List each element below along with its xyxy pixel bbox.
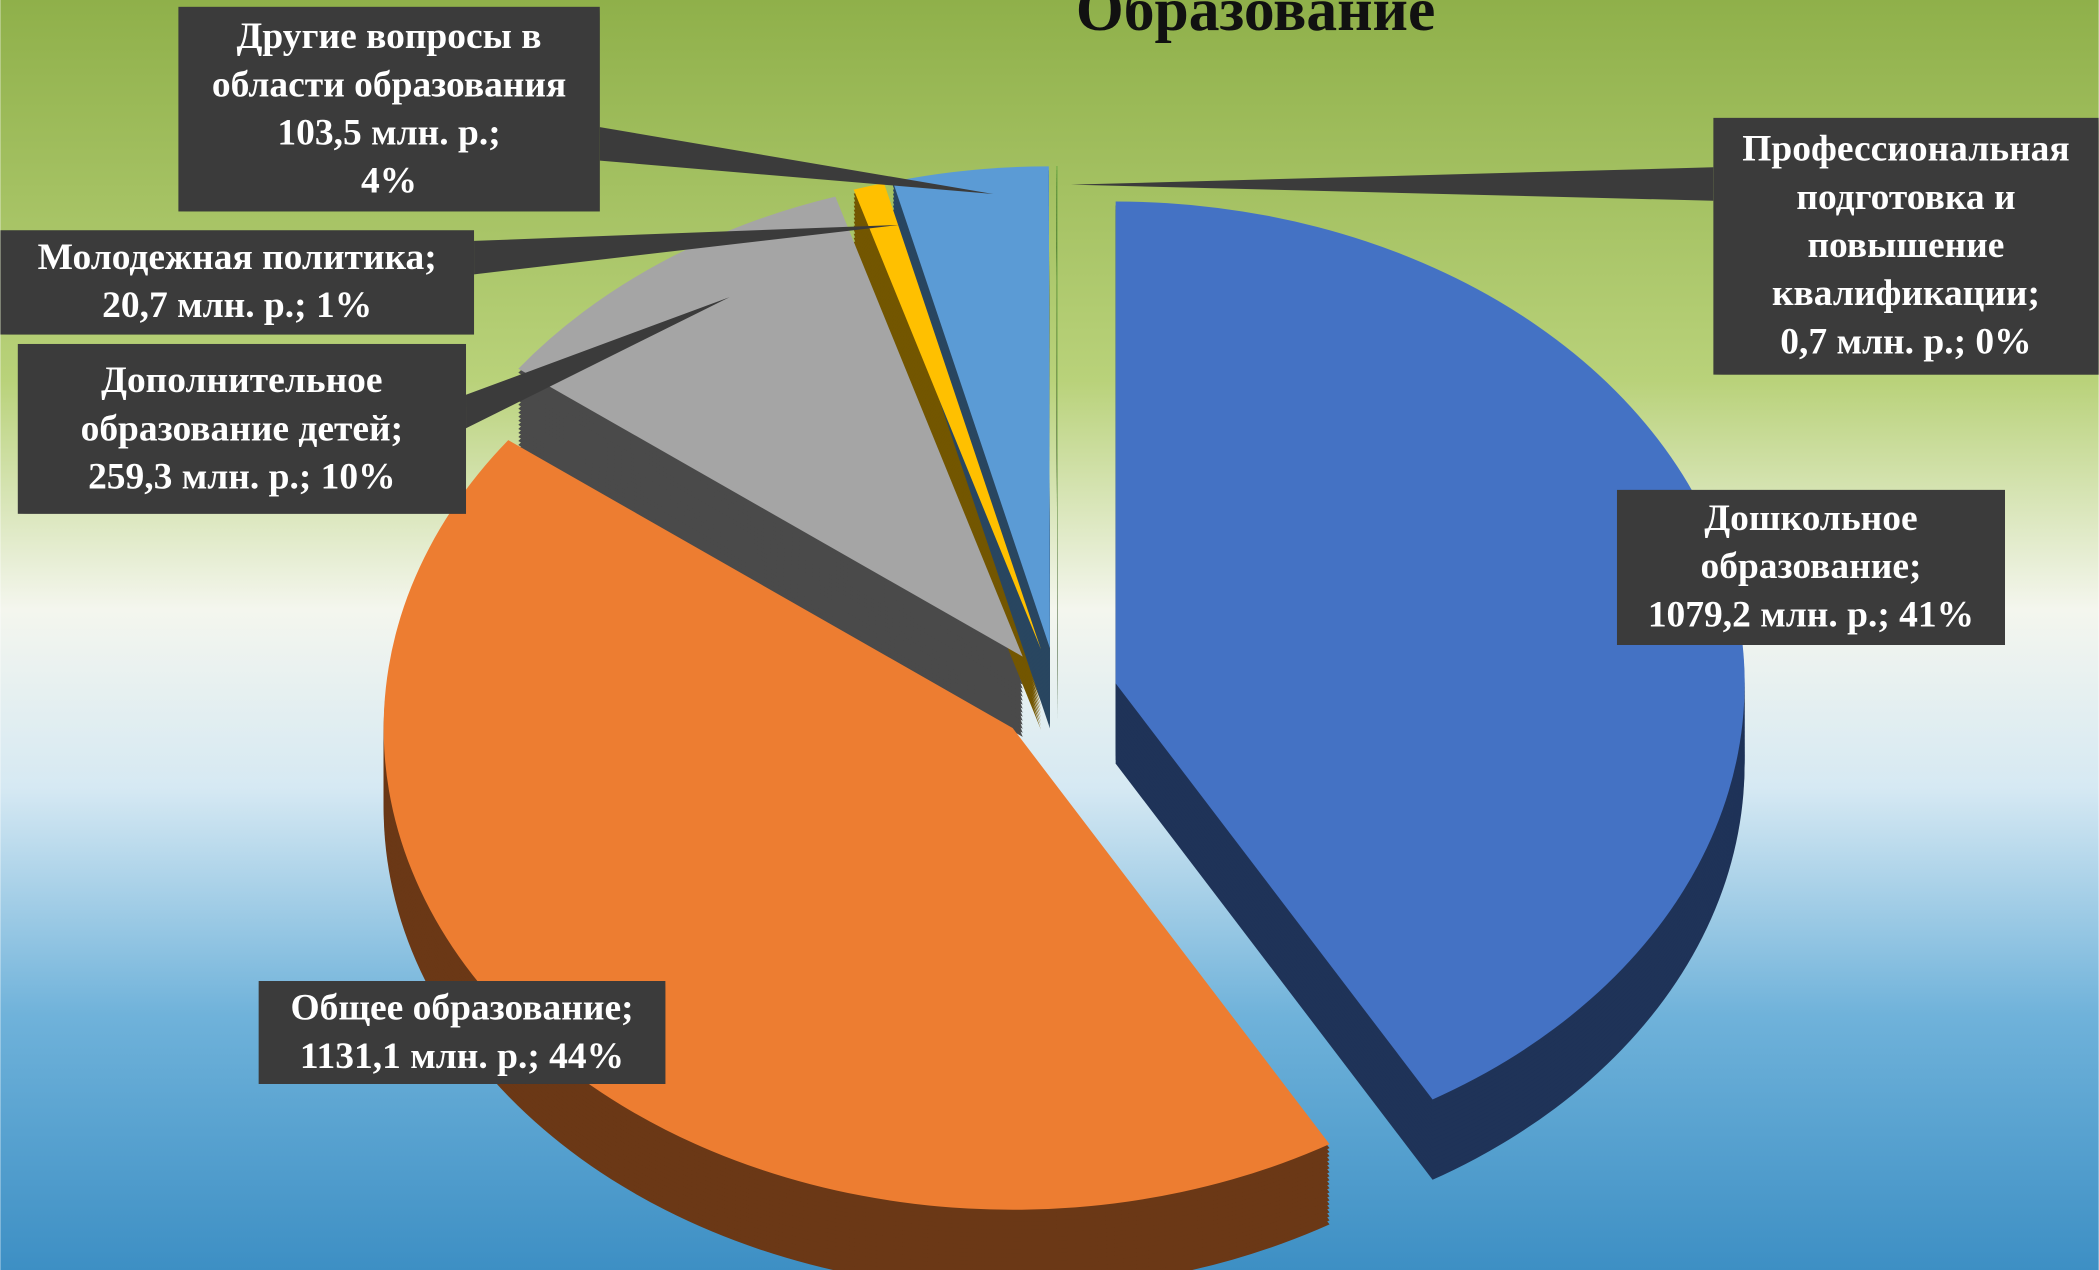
pie [383,165,1745,1270]
data-labels: Дошкольное образование; 1079,2 млн. р.; … [0,6,2099,1084]
data-label-box: Другие вопросы в области образования 103… [178,6,600,212]
data-label: Дополнительное образование детей; 259,3 … [17,343,467,514]
data-label: Дошкольное образование; 1079,2 млн. р.; … [1616,489,2006,646]
data-label-box: Общее образование; 1131,1 млн. р.; 44% [258,980,666,1084]
data-label-box: Профессиональная подготовка и повышение … [1713,117,2099,375]
leader [474,224,900,275]
data-label: Другие вопросы в области образования 103… [178,6,600,212]
leader [466,297,730,429]
leader-lines [466,127,1714,429]
data-label: Профессиональная подготовка и повышение … [1713,117,2099,375]
data-label-box: Дошкольное образование; 1079,2 млн. р.; … [1616,489,2006,646]
slice [518,196,1023,657]
data-label: Общее образование; 1131,1 млн. р.; 44% [258,980,666,1084]
slice [1115,201,1745,1100]
slice [853,183,1042,650]
leader [1070,167,1714,201]
data-label-box: Дополнительное образование детей; 259,3 … [17,343,467,514]
slice [892,166,1050,649]
chart-title: Образование [1076,0,1436,44]
data-label: Молодежная политика; 20,7 млн. р.; 1% [0,230,475,335]
leader [599,127,994,195]
data-label-box: Молодежная политика; 20,7 млн. р.; 1% [0,230,475,335]
